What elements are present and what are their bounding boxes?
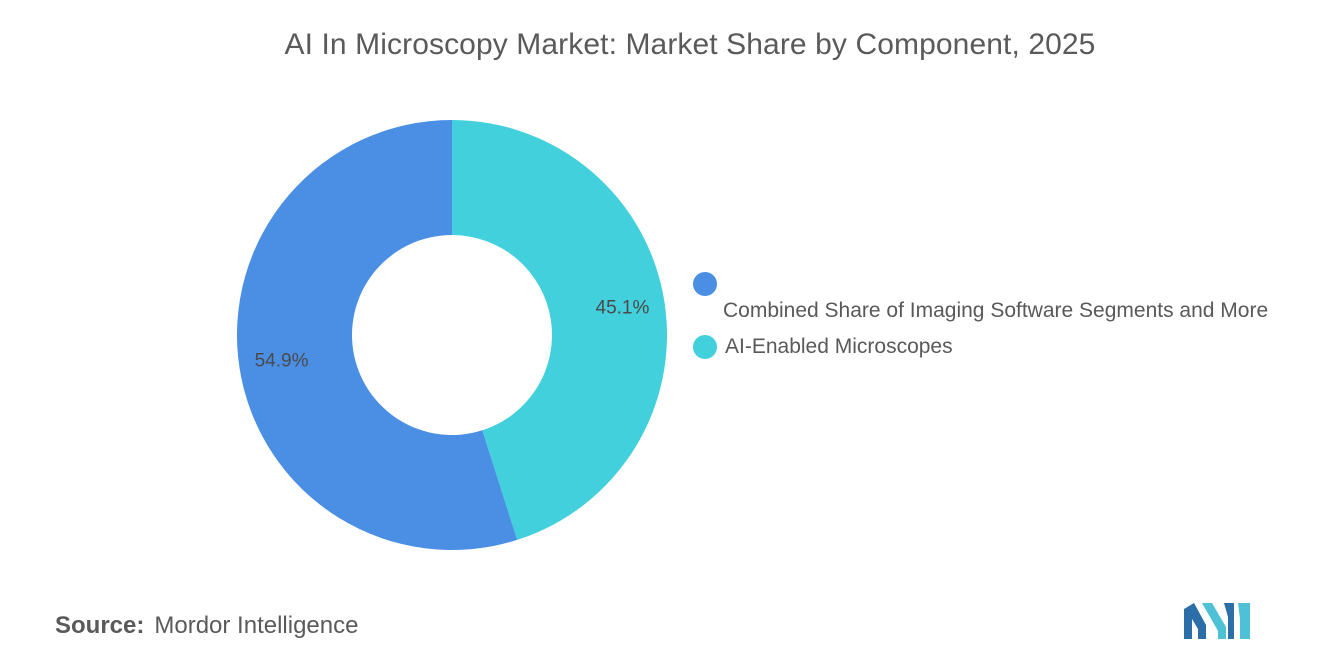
source-note: Source: Mordor Intelligence bbox=[55, 612, 358, 640]
slice-labels: 45.1% 54.9% bbox=[255, 298, 650, 372]
mordor-intelligence-logo-icon bbox=[1184, 603, 1250, 639]
legend-label-ai-enabled-microscopes: AI-Enabled Microscopes bbox=[725, 335, 953, 358]
legend-label-imaging-software: Combined Share of Imaging Software Segme… bbox=[723, 299, 1269, 322]
donut-slices bbox=[236, 120, 667, 550]
source-value: Mordor Intelligence bbox=[154, 612, 359, 639]
donut-slice-1 bbox=[236, 120, 518, 550]
legend: Combined Share of Imaging Software Segme… bbox=[693, 272, 1268, 360]
slice-label-1: 54.9% bbox=[255, 350, 309, 371]
legend-swatch-imaging-software bbox=[693, 272, 717, 296]
legend-item-ai-enabled-microscopes: AI-Enabled Microscopes bbox=[693, 334, 1268, 360]
source-key: Source: bbox=[55, 612, 145, 639]
chart-title: AI In Microscopy Market: Market Share by… bbox=[284, 28, 1096, 61]
slice-label-0: 45.1% bbox=[596, 298, 650, 319]
legend-item-imaging-software: Combined Share of Imaging Software Segme… bbox=[693, 272, 1268, 324]
donut-slice-0 bbox=[452, 120, 667, 540]
legend-swatch-ai-enabled-microscopes bbox=[693, 335, 717, 359]
